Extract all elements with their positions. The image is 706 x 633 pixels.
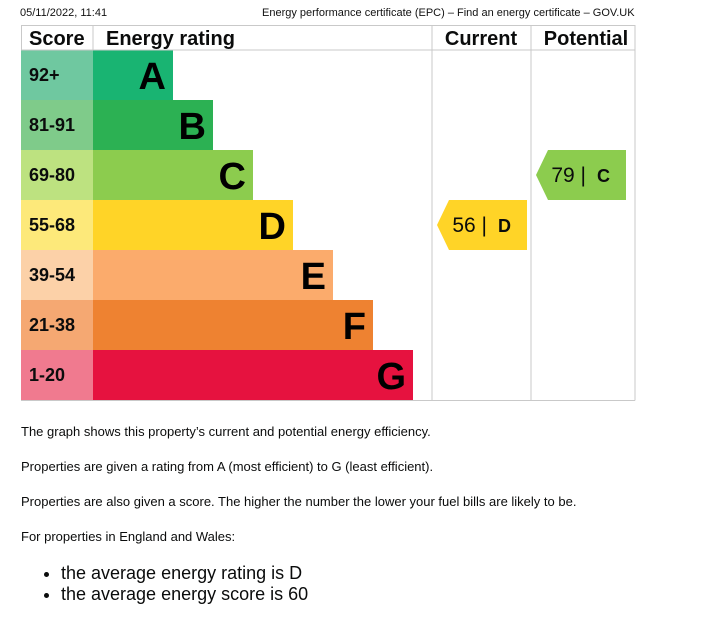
england-wales-intro: For properties in England and Wales: — [21, 529, 236, 544]
print-datetime: 05/11/2022, 11:41 — [20, 7, 108, 19]
score-range-b: 81-91 — [29, 115, 75, 135]
current-column-header: Current — [445, 28, 518, 50]
score-range-c: 69-80 — [29, 165, 75, 185]
rating-arrows: 56 | D 79 | C — [437, 150, 626, 250]
score-cell-g — [21, 350, 93, 400]
rating-letter-g: G — [376, 356, 406, 398]
rating-letter-a: A — [139, 56, 166, 98]
rating-bar-e — [93, 250, 333, 300]
rating-letter-c: C — [219, 156, 246, 198]
potential-rating-arrow — [536, 150, 626, 200]
graph-description: The graph shows this property’s current … — [21, 424, 431, 439]
rating-scale-description: Properties are given a rating from A (mo… — [21, 459, 434, 474]
potential-column-header: Potential — [544, 28, 628, 50]
rating-letter-f: F — [343, 306, 366, 348]
score-cell-f — [21, 300, 93, 350]
chart-grid — [21, 25, 636, 401]
epc-rating-chart: 92+ A81-91 B69-80 C55-68 D39-54 E21-38 F1-20 G … — [21, 25, 636, 401]
rating-bar-c — [93, 150, 253, 200]
score-range-a: 92+ — [29, 65, 60, 85]
rating-bar-d — [93, 200, 293, 250]
rating-letter-b: B — [179, 106, 206, 148]
potential-rating-band-letter: C — [597, 166, 610, 186]
current-rating-band-letter: D — [498, 216, 511, 236]
average-score-item: the average energy score is 60 — [61, 584, 308, 605]
score-range-d: 55-68 — [29, 215, 75, 235]
score-cell-b — [21, 100, 93, 150]
score-column-header: Score — [29, 28, 85, 50]
potential-rating-score: 79 | — [551, 164, 586, 187]
score-cell-a — [21, 50, 93, 100]
rating-bar-f — [93, 300, 373, 350]
rating-letter-d: D — [259, 206, 286, 248]
rating-letter-e: E — [301, 256, 326, 298]
current-rating-arrow — [437, 200, 527, 250]
rating-bar-a — [93, 50, 173, 100]
current-rating-score: 56 | — [452, 214, 487, 237]
rating-bar-b — [93, 100, 213, 150]
score-cell-c — [21, 150, 93, 200]
rating-bar-g — [93, 350, 413, 400]
energy-rating-column-header: Energy rating — [106, 28, 235, 50]
score-description: Properties are also given a score. The h… — [21, 494, 577, 509]
score-range-e: 39-54 — [29, 265, 75, 285]
score-cell-d — [21, 200, 93, 250]
average-rating-item: the average energy rating is D — [61, 563, 308, 584]
score-range-f: 21-38 — [29, 315, 75, 335]
rating-bands: 92+ A 81-91 B 69-80 C 55-68 D 39-54 E 21-38 F 1-20 G — [21, 50, 413, 400]
average-list: the average energy rating is D the avera… — [21, 563, 308, 605]
print-page-title: Energy performance certificate (EPC) – F… — [262, 7, 635, 19]
score-range-g: 1-20 — [29, 365, 65, 385]
score-cell-e — [21, 250, 93, 300]
